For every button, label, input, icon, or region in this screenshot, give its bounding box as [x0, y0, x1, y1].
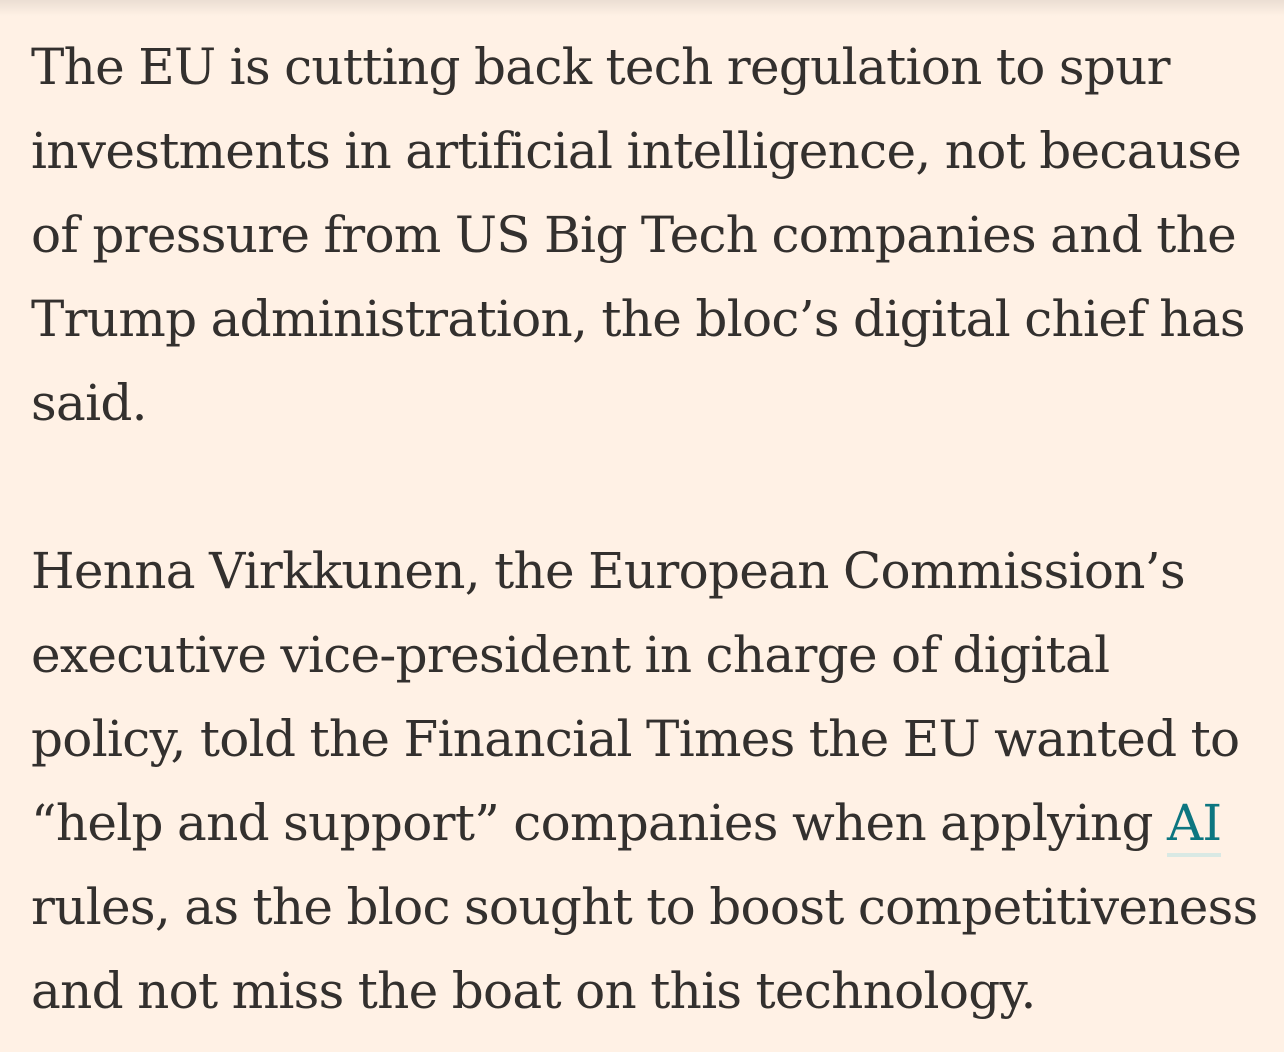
article-paragraph-1: The EU is cutting back tech regulation t…	[31, 38, 1245, 432]
top-edge-shadow	[0, 0, 1284, 16]
article-paragraph-2: Henna Virkkunen, the European Commission…	[31, 529, 1271, 1033]
paragraph-2-text-after-link: rules, as the bloc sought to boost compe…	[31, 878, 1258, 1020]
ai-topic-link[interactable]: AI	[1167, 794, 1222, 857]
paragraph-2-text-before-link: Henna Virkkunen, the European Commission…	[31, 542, 1240, 852]
article-body: The EU is cutting back tech regulation t…	[31, 25, 1271, 1033]
